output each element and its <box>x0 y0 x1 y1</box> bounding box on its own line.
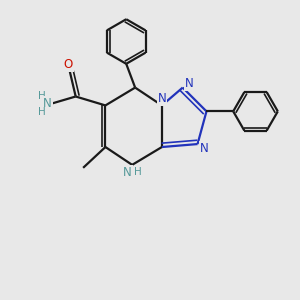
Text: N: N <box>200 142 208 155</box>
Text: N: N <box>123 166 132 179</box>
Text: O: O <box>64 58 73 71</box>
Text: H: H <box>38 107 45 117</box>
Text: H: H <box>134 167 141 177</box>
Text: N: N <box>158 92 166 105</box>
Text: H: H <box>38 91 45 100</box>
Text: N: N <box>185 76 194 90</box>
Text: N: N <box>43 98 52 110</box>
